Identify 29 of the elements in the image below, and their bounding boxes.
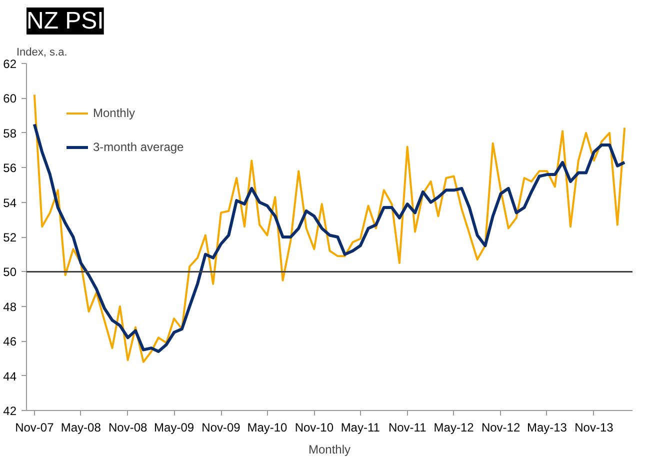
x-tick-label: Nov-07	[15, 420, 54, 434]
y-tick-label: 54	[3, 196, 17, 210]
x-tick-label: Nov-10	[294, 420, 334, 434]
legend-label: Monthly	[93, 106, 136, 120]
x-tick-label: Nov-11	[388, 420, 427, 434]
x-tick-label: May-09	[154, 420, 194, 434]
y-tick-label: 42	[3, 404, 17, 418]
x-tick-label: May-11	[340, 420, 380, 434]
x-tick-label: May-10	[247, 420, 288, 434]
y-tick-label: 44	[3, 369, 17, 384]
x-tick-label: Nov-08	[108, 420, 148, 434]
y-tick-label: 58	[3, 126, 17, 140]
y-tick-label: 46	[3, 334, 17, 349]
x-tick-label: May-08	[60, 420, 102, 434]
y-tick-label: 60	[3, 92, 17, 106]
y-tick-label: 62	[3, 57, 17, 71]
x-axis-title: Monthly	[308, 442, 351, 456]
y-tick-label: 52	[3, 230, 17, 244]
x-tick-label: Nov-13	[574, 420, 614, 434]
x-tick-label: May-13	[526, 420, 568, 434]
x-tick-label: Nov-12	[481, 420, 520, 434]
legend-label: 3-month average	[93, 140, 184, 154]
chart-title: NZ PSI	[26, 8, 104, 34]
x-tick-label: May-12	[434, 420, 474, 434]
x-tick-label: Nov-09	[202, 420, 241, 434]
y-tick-label: 56	[3, 161, 17, 176]
y-axis-title: Index, s.a.	[16, 46, 68, 58]
y-tick-label: 50	[3, 265, 17, 280]
y-tick-label: 48	[3, 300, 17, 314]
